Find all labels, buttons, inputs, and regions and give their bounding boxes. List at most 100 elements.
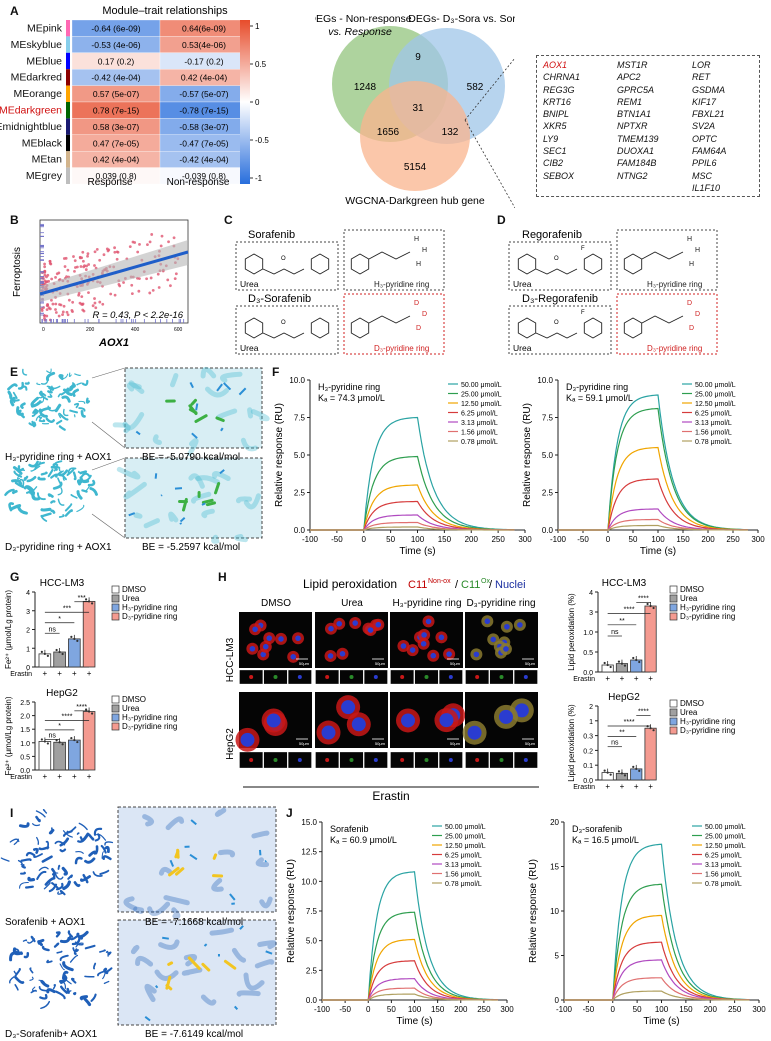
fluoro-atom: F: [581, 246, 585, 252]
venn-count-only3: 5154: [404, 162, 427, 173]
e-be2: BE = -5.2597 kcal/mol: [142, 542, 240, 553]
cell-nucleus: [249, 645, 256, 652]
protein-ribbon: [67, 874, 73, 880]
cell-nucleus: [252, 626, 258, 633]
scatter-point: [174, 272, 178, 276]
scatter-point: [43, 265, 47, 269]
protein-ribbon: [13, 948, 20, 955]
x-tick-label: 200: [704, 1005, 718, 1014]
cell-nucleus: [484, 618, 491, 625]
scatter-point: [54, 308, 57, 311]
cell-nucleus: [266, 713, 281, 728]
residue-stick: [155, 985, 159, 989]
gene-item: NTNG2: [617, 170, 648, 181]
scale-bar-label: 50μm: [375, 661, 386, 666]
scale-tick-label: 1: [255, 22, 260, 31]
ligand-bond: [190, 398, 197, 406]
residue-stick: [203, 943, 208, 947]
x-tick-label: 0: [366, 1005, 371, 1014]
scatter-point: [48, 259, 52, 263]
isotope-atom: H: [689, 261, 694, 268]
protein-ribbon: [57, 891, 64, 895]
scatter-point: [94, 306, 98, 310]
urea-label: Urea: [240, 343, 259, 353]
amide-chain: [641, 315, 684, 324]
gene-item: TMEM139: [617, 133, 659, 144]
protein-ribbon: [19, 385, 28, 391]
protein-ribbon: [60, 390, 69, 396]
protein-ribbon: [55, 931, 61, 938]
heatmap-row-label: MEskyblue: [11, 39, 63, 51]
legend-label: 1.56 μmol/L: [695, 430, 732, 437]
ligand-bond: [214, 481, 221, 495]
y-tick-label: 20: [550, 818, 559, 827]
gene-item: KIF17: [692, 96, 717, 107]
amide-chain: [368, 315, 411, 324]
protein-ribbon: [80, 875, 91, 882]
heatmap-cell-label: -0.039 (0.8): [182, 171, 226, 181]
protein-ribbon: [63, 373, 69, 379]
i-be2: BE = -7.6149 kcal/mol: [145, 1029, 243, 1040]
x-tick-label: -50: [577, 535, 589, 544]
urea-box: [508, 241, 612, 291]
scatter-point: [43, 262, 46, 266]
legend-label: 0.78 μmol/L: [705, 881, 742, 888]
helix-ribbon: [147, 901, 171, 917]
cell-nucleus: [430, 652, 437, 659]
protein-ribbon: [77, 470, 81, 474]
legend-label: 25.00 μmol/L: [461, 392, 502, 399]
legend-label: 12.50 μmol/L: [695, 401, 736, 408]
scatter-point: [116, 250, 120, 254]
channel-signal: [400, 758, 405, 762]
protein-ribbon: [33, 853, 43, 858]
heatmap-row-label: MEblack: [22, 137, 63, 149]
ligand-bond: [201, 498, 214, 504]
protein-ribbon: [76, 504, 85, 513]
module-color-swatch: [66, 102, 70, 119]
bar-chart-title: HCC-LM3: [602, 578, 647, 589]
protein-ribbon: [20, 402, 26, 409]
protein-ribbon: [67, 467, 77, 475]
h-stain-c: Nuclei: [495, 579, 526, 591]
legend-label: 6.25 μmol/L: [705, 853, 742, 860]
gene-item: BTN1A1: [617, 109, 652, 120]
isotope-atom: H: [416, 261, 421, 268]
protein-ribbon: [59, 889, 66, 896]
protein-ribbon: [38, 979, 46, 986]
sig-label: ****: [62, 713, 73, 720]
sig-label: ***: [63, 605, 71, 612]
legend-label: H₃-pyridine ring: [680, 717, 735, 726]
pyridine-ring: [623, 253, 643, 275]
heatmap-cell-label: -0.64 (6e-09): [91, 24, 140, 34]
y-tick-label: 0: [26, 665, 30, 672]
legend-label: DMSO: [680, 699, 704, 708]
phenyl-ring: [583, 317, 603, 339]
protein-ribbon: [59, 954, 69, 961]
data-dot: [46, 742, 49, 745]
residue-stick: [238, 387, 247, 396]
erastin-sign: +: [43, 669, 48, 678]
x-tick-label: -50: [331, 535, 343, 544]
y-tick-label: 10.0: [289, 376, 305, 385]
y-tick-label: 7.5: [294, 414, 306, 423]
y-tick-label: 2.5: [542, 489, 554, 498]
legend-swatch: [669, 585, 678, 594]
helix-ribbon: [144, 983, 157, 1003]
data-dot: [623, 774, 627, 777]
scale-bar-label: 50μm: [525, 661, 536, 666]
phenyl-ring: [310, 253, 330, 275]
b-xtick-3: 600: [174, 327, 183, 333]
scatter-point: [159, 244, 163, 248]
bar: [53, 651, 66, 668]
helix-ribbon: [205, 386, 229, 398]
y-tick-label: 1.0: [20, 741, 30, 748]
scatter-point: [156, 272, 160, 276]
oxygen-atom: O: [554, 320, 559, 326]
data-dot: [70, 736, 73, 740]
spr-curve: [322, 938, 498, 1001]
ligand-bond: [205, 501, 217, 507]
protein-ribbon: [45, 417, 55, 423]
y-tick-label: 0.0: [294, 526, 306, 535]
protein-ribbon: [12, 466, 23, 475]
data-dot: [58, 741, 61, 744]
